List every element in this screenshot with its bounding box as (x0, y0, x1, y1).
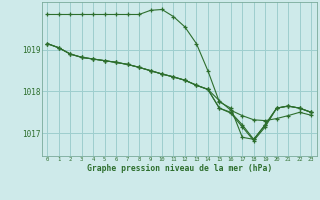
X-axis label: Graphe pression niveau de la mer (hPa): Graphe pression niveau de la mer (hPa) (87, 164, 272, 173)
